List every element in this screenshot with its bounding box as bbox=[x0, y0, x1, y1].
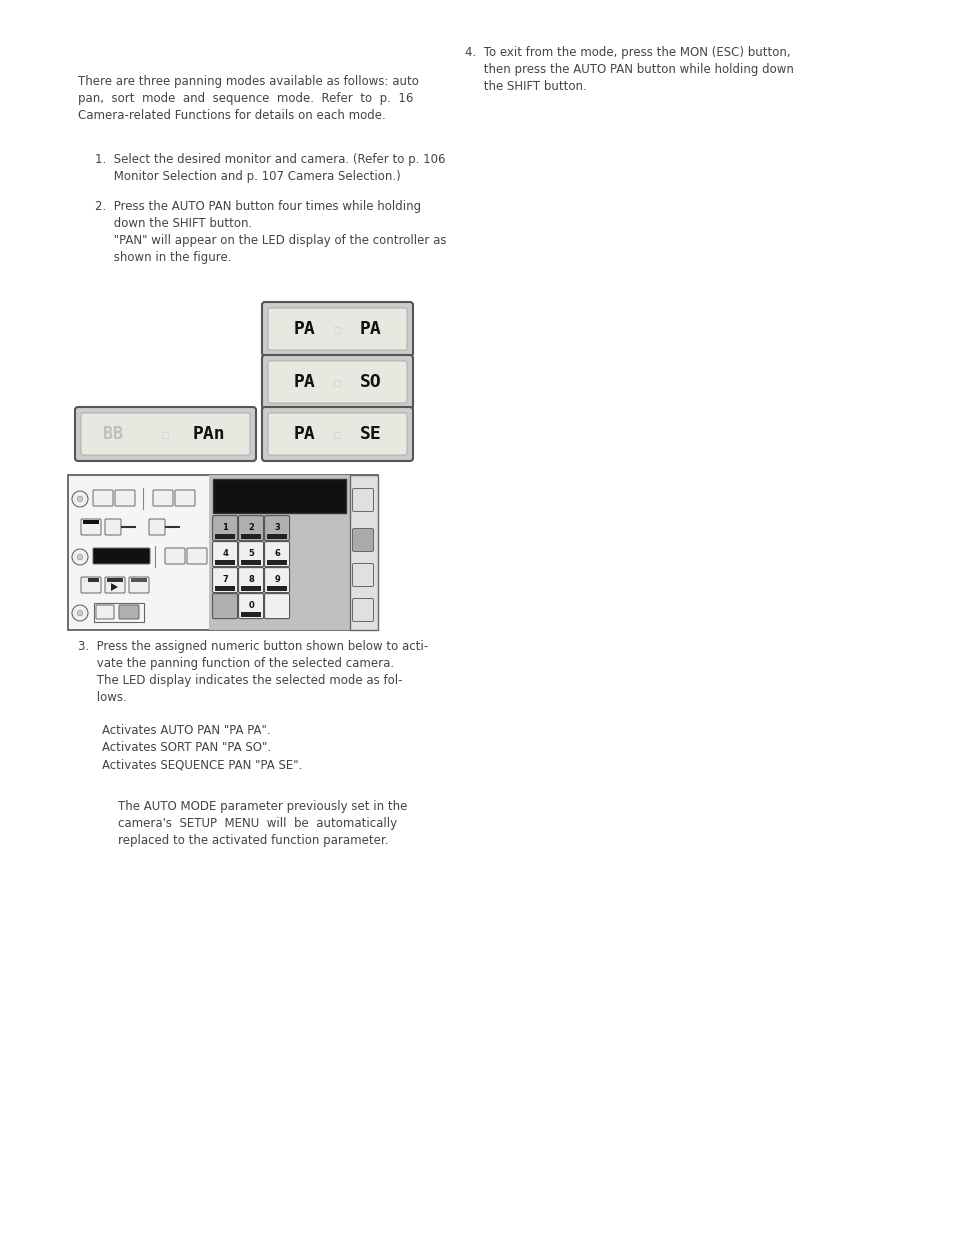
Text: The AUTO MODE parameter previously set in the
camera's  SETUP  MENU  will  be  a: The AUTO MODE parameter previously set i… bbox=[118, 800, 407, 847]
Circle shape bbox=[71, 605, 88, 621]
FancyBboxPatch shape bbox=[187, 548, 207, 564]
FancyBboxPatch shape bbox=[352, 563, 374, 587]
Text: □: □ bbox=[334, 377, 340, 387]
Text: 8: 8 bbox=[248, 574, 253, 583]
FancyBboxPatch shape bbox=[96, 605, 113, 619]
Circle shape bbox=[77, 555, 83, 559]
Text: 3.  Press the assigned numeric button shown below to acti-
     vate the panning: 3. Press the assigned numeric button sho… bbox=[78, 640, 428, 704]
Bar bbox=[94, 603, 144, 622]
Bar bbox=[213, 479, 346, 513]
Text: 5: 5 bbox=[248, 548, 253, 557]
FancyBboxPatch shape bbox=[105, 519, 121, 535]
FancyBboxPatch shape bbox=[92, 490, 112, 506]
FancyBboxPatch shape bbox=[238, 542, 263, 567]
Text: PA: PA bbox=[293, 425, 314, 443]
FancyBboxPatch shape bbox=[238, 515, 263, 541]
FancyBboxPatch shape bbox=[262, 303, 413, 356]
Text: PA: PA bbox=[293, 320, 314, 338]
Bar bbox=[83, 520, 99, 524]
Text: PAn: PAn bbox=[193, 425, 225, 443]
FancyBboxPatch shape bbox=[81, 577, 101, 593]
FancyBboxPatch shape bbox=[129, 577, 149, 593]
Bar bbox=[88, 578, 99, 582]
Circle shape bbox=[77, 610, 83, 616]
Circle shape bbox=[71, 492, 88, 508]
Text: 4.  To exit from the mode, press the MON (ESC) button,
     then press the AUTO : 4. To exit from the mode, press the MON … bbox=[464, 46, 793, 93]
Text: 4: 4 bbox=[222, 548, 228, 557]
FancyBboxPatch shape bbox=[262, 408, 413, 461]
FancyBboxPatch shape bbox=[352, 599, 374, 621]
Bar bbox=[241, 587, 261, 592]
Bar bbox=[214, 587, 234, 592]
Bar bbox=[267, 561, 287, 566]
FancyBboxPatch shape bbox=[268, 361, 407, 403]
FancyBboxPatch shape bbox=[105, 577, 125, 593]
FancyBboxPatch shape bbox=[149, 519, 165, 535]
FancyBboxPatch shape bbox=[213, 594, 237, 619]
Text: 0: 0 bbox=[248, 600, 253, 610]
FancyBboxPatch shape bbox=[213, 515, 237, 541]
FancyBboxPatch shape bbox=[119, 605, 139, 619]
Bar bbox=[241, 613, 261, 618]
Text: □: □ bbox=[334, 324, 340, 333]
Text: 3: 3 bbox=[274, 522, 279, 531]
Text: 6: 6 bbox=[274, 548, 279, 557]
Text: PA: PA bbox=[359, 320, 381, 338]
Text: 1.  Select the desired monitor and camera. (Refer to p. 106
     Monitor Selecti: 1. Select the desired monitor and camera… bbox=[95, 153, 445, 183]
Text: Activates AUTO PAN "PA PA".
Activates SORT PAN "PA SO".
Activates SEQUENCE PAN ": Activates AUTO PAN "PA PA". Activates SO… bbox=[102, 724, 302, 771]
Circle shape bbox=[71, 550, 88, 564]
FancyBboxPatch shape bbox=[213, 542, 237, 567]
Text: 7: 7 bbox=[222, 574, 228, 583]
Text: SO: SO bbox=[359, 373, 381, 391]
Polygon shape bbox=[111, 583, 118, 592]
FancyBboxPatch shape bbox=[262, 354, 413, 409]
Text: 9: 9 bbox=[274, 574, 279, 583]
Text: 2.  Press the AUTO PAN button four times while holding
     down the SHIFT butto: 2. Press the AUTO PAN button four times … bbox=[95, 200, 446, 264]
Text: 2: 2 bbox=[248, 522, 253, 531]
Bar bbox=[267, 587, 287, 592]
Text: SE: SE bbox=[359, 425, 381, 443]
FancyBboxPatch shape bbox=[75, 408, 255, 461]
FancyBboxPatch shape bbox=[213, 568, 237, 593]
Bar bbox=[267, 534, 287, 540]
Text: □: □ bbox=[334, 429, 340, 438]
FancyBboxPatch shape bbox=[174, 490, 194, 506]
Bar bbox=[68, 475, 377, 630]
Bar bbox=[241, 561, 261, 566]
Bar bbox=[131, 578, 147, 582]
FancyBboxPatch shape bbox=[268, 308, 407, 350]
FancyBboxPatch shape bbox=[264, 515, 290, 541]
FancyBboxPatch shape bbox=[352, 489, 374, 511]
Bar bbox=[83, 578, 88, 582]
Circle shape bbox=[77, 496, 83, 501]
FancyBboxPatch shape bbox=[238, 568, 263, 593]
Text: There are three panning modes available as follows: auto
pan,  sort  mode  and  : There are three panning modes available … bbox=[78, 75, 418, 122]
FancyBboxPatch shape bbox=[264, 542, 290, 567]
FancyBboxPatch shape bbox=[81, 519, 101, 535]
FancyBboxPatch shape bbox=[238, 594, 263, 619]
Text: PA: PA bbox=[293, 373, 314, 391]
FancyBboxPatch shape bbox=[152, 490, 172, 506]
Text: 1: 1 bbox=[222, 522, 228, 531]
Bar bbox=[214, 534, 234, 540]
FancyBboxPatch shape bbox=[115, 490, 135, 506]
FancyBboxPatch shape bbox=[264, 594, 290, 619]
Bar bbox=[107, 578, 123, 582]
FancyBboxPatch shape bbox=[81, 412, 250, 454]
Bar bbox=[241, 534, 261, 540]
Text: BB: BB bbox=[103, 425, 123, 443]
Bar bbox=[214, 561, 234, 566]
Text: □: □ bbox=[162, 429, 169, 438]
Bar bbox=[350, 475, 377, 630]
Bar bbox=[209, 475, 350, 630]
FancyBboxPatch shape bbox=[264, 568, 290, 593]
FancyBboxPatch shape bbox=[92, 548, 150, 564]
FancyBboxPatch shape bbox=[268, 412, 407, 454]
FancyBboxPatch shape bbox=[352, 529, 374, 552]
FancyBboxPatch shape bbox=[165, 548, 185, 564]
